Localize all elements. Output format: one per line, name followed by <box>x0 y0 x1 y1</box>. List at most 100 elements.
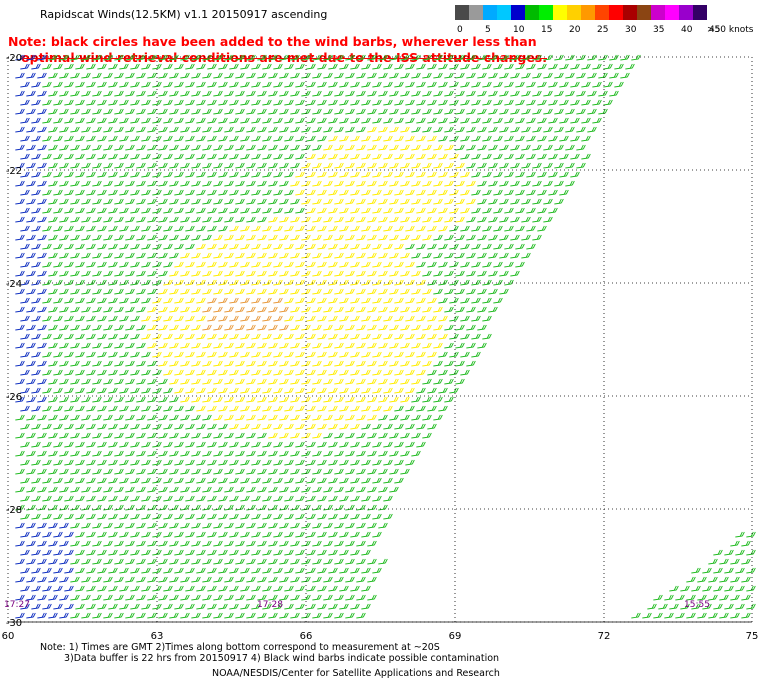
wind-barb <box>97 513 107 520</box>
wind-barb <box>411 126 421 133</box>
wind-barb <box>70 324 80 331</box>
wind-barb <box>75 315 85 322</box>
wind-barb <box>317 567 327 574</box>
wind-barb <box>81 144 91 151</box>
wind-barb <box>548 171 558 178</box>
wind-barb <box>235 486 245 493</box>
wind-barb <box>488 288 498 295</box>
wind-barb <box>295 135 305 142</box>
wind-barb <box>163 441 173 448</box>
scale-swatch <box>469 5 483 20</box>
wind-barb <box>422 432 432 439</box>
wind-barb <box>411 252 421 259</box>
wind-barb <box>312 162 322 169</box>
wind-barb <box>136 414 146 421</box>
wind-barb <box>119 585 129 592</box>
wind-barb <box>334 144 344 151</box>
wind-barb <box>334 342 344 349</box>
wind-barb <box>103 432 113 439</box>
wind-barb <box>103 468 113 475</box>
wind-barb <box>147 234 157 241</box>
wind-barb <box>185 207 195 214</box>
wind-barb <box>251 459 261 466</box>
wind-barb <box>257 576 267 583</box>
wind-barb <box>499 288 509 295</box>
wind-barb <box>257 126 267 133</box>
wind-barb <box>125 432 135 439</box>
wind-barb <box>394 225 404 232</box>
wind-barb <box>273 567 283 574</box>
wind-barb <box>400 414 410 421</box>
wind-barb <box>427 189 437 196</box>
wind-barb <box>383 441 393 448</box>
wind-barb <box>268 432 278 439</box>
wind-barb <box>15 162 25 169</box>
wind-barb <box>389 414 399 421</box>
wind-barb <box>279 504 289 511</box>
wind-barb <box>367 306 377 313</box>
wind-barb <box>427 117 437 124</box>
wind-barb <box>218 279 228 286</box>
wind-barb <box>306 459 316 466</box>
scale-swatch <box>511 5 525 20</box>
wind-barb <box>301 342 311 349</box>
wind-barb <box>240 243 250 250</box>
wind-barb <box>477 54 487 61</box>
wind-barb <box>268 342 278 349</box>
wind-barb <box>64 261 74 268</box>
wind-barb <box>130 297 140 304</box>
wind-barb <box>213 306 223 313</box>
wind-barb <box>81 414 91 421</box>
wind-barb <box>92 396 102 403</box>
wind-barb <box>81 72 91 79</box>
wind-barb <box>26 486 36 493</box>
wind-barb <box>339 423 349 430</box>
wind-barb <box>603 63 613 70</box>
wind-barb <box>356 108 366 115</box>
wind-barb <box>81 522 91 529</box>
wind-barb <box>42 243 52 250</box>
wind-barb <box>235 270 245 277</box>
wind-barb <box>64 531 74 538</box>
wind-barb <box>86 459 96 466</box>
wind-barb <box>372 99 382 106</box>
wind-barb <box>477 306 487 313</box>
wind-barb <box>26 54 36 61</box>
wind-barb <box>240 171 250 178</box>
wind-barb <box>284 549 294 556</box>
wind-barb <box>405 63 415 70</box>
wind-barb <box>251 297 261 304</box>
wind-barb <box>356 396 366 403</box>
wind-barb <box>37 432 47 439</box>
wind-barb <box>202 378 212 385</box>
scale-swatch <box>539 5 553 20</box>
wind-barb <box>262 63 272 70</box>
wind-barb <box>422 342 432 349</box>
wind-barb <box>290 396 300 403</box>
wind-barb <box>482 153 492 160</box>
wind-barb <box>59 360 69 367</box>
wind-barb <box>257 540 267 547</box>
wind-barb <box>31 279 41 286</box>
wind-barb <box>130 459 140 466</box>
wind-barb <box>108 441 118 448</box>
wind-barb <box>191 180 201 187</box>
wind-barb <box>26 234 36 241</box>
wind-barb <box>257 90 267 97</box>
wind-barb <box>92 90 102 97</box>
wind-barb <box>455 360 465 367</box>
wind-barb <box>389 360 399 367</box>
wind-barb <box>152 171 162 178</box>
wind-barb <box>202 504 212 511</box>
wind-barb <box>108 117 118 124</box>
wind-barb <box>312 396 322 403</box>
wind-barb <box>15 198 25 205</box>
wind-barb <box>719 576 729 583</box>
wind-barb <box>301 180 311 187</box>
wind-barb <box>268 576 278 583</box>
wind-barb <box>719 594 729 601</box>
wind-barb <box>59 108 69 115</box>
wind-barb <box>196 225 206 232</box>
wind-barb <box>26 198 36 205</box>
wind-barb <box>262 297 272 304</box>
